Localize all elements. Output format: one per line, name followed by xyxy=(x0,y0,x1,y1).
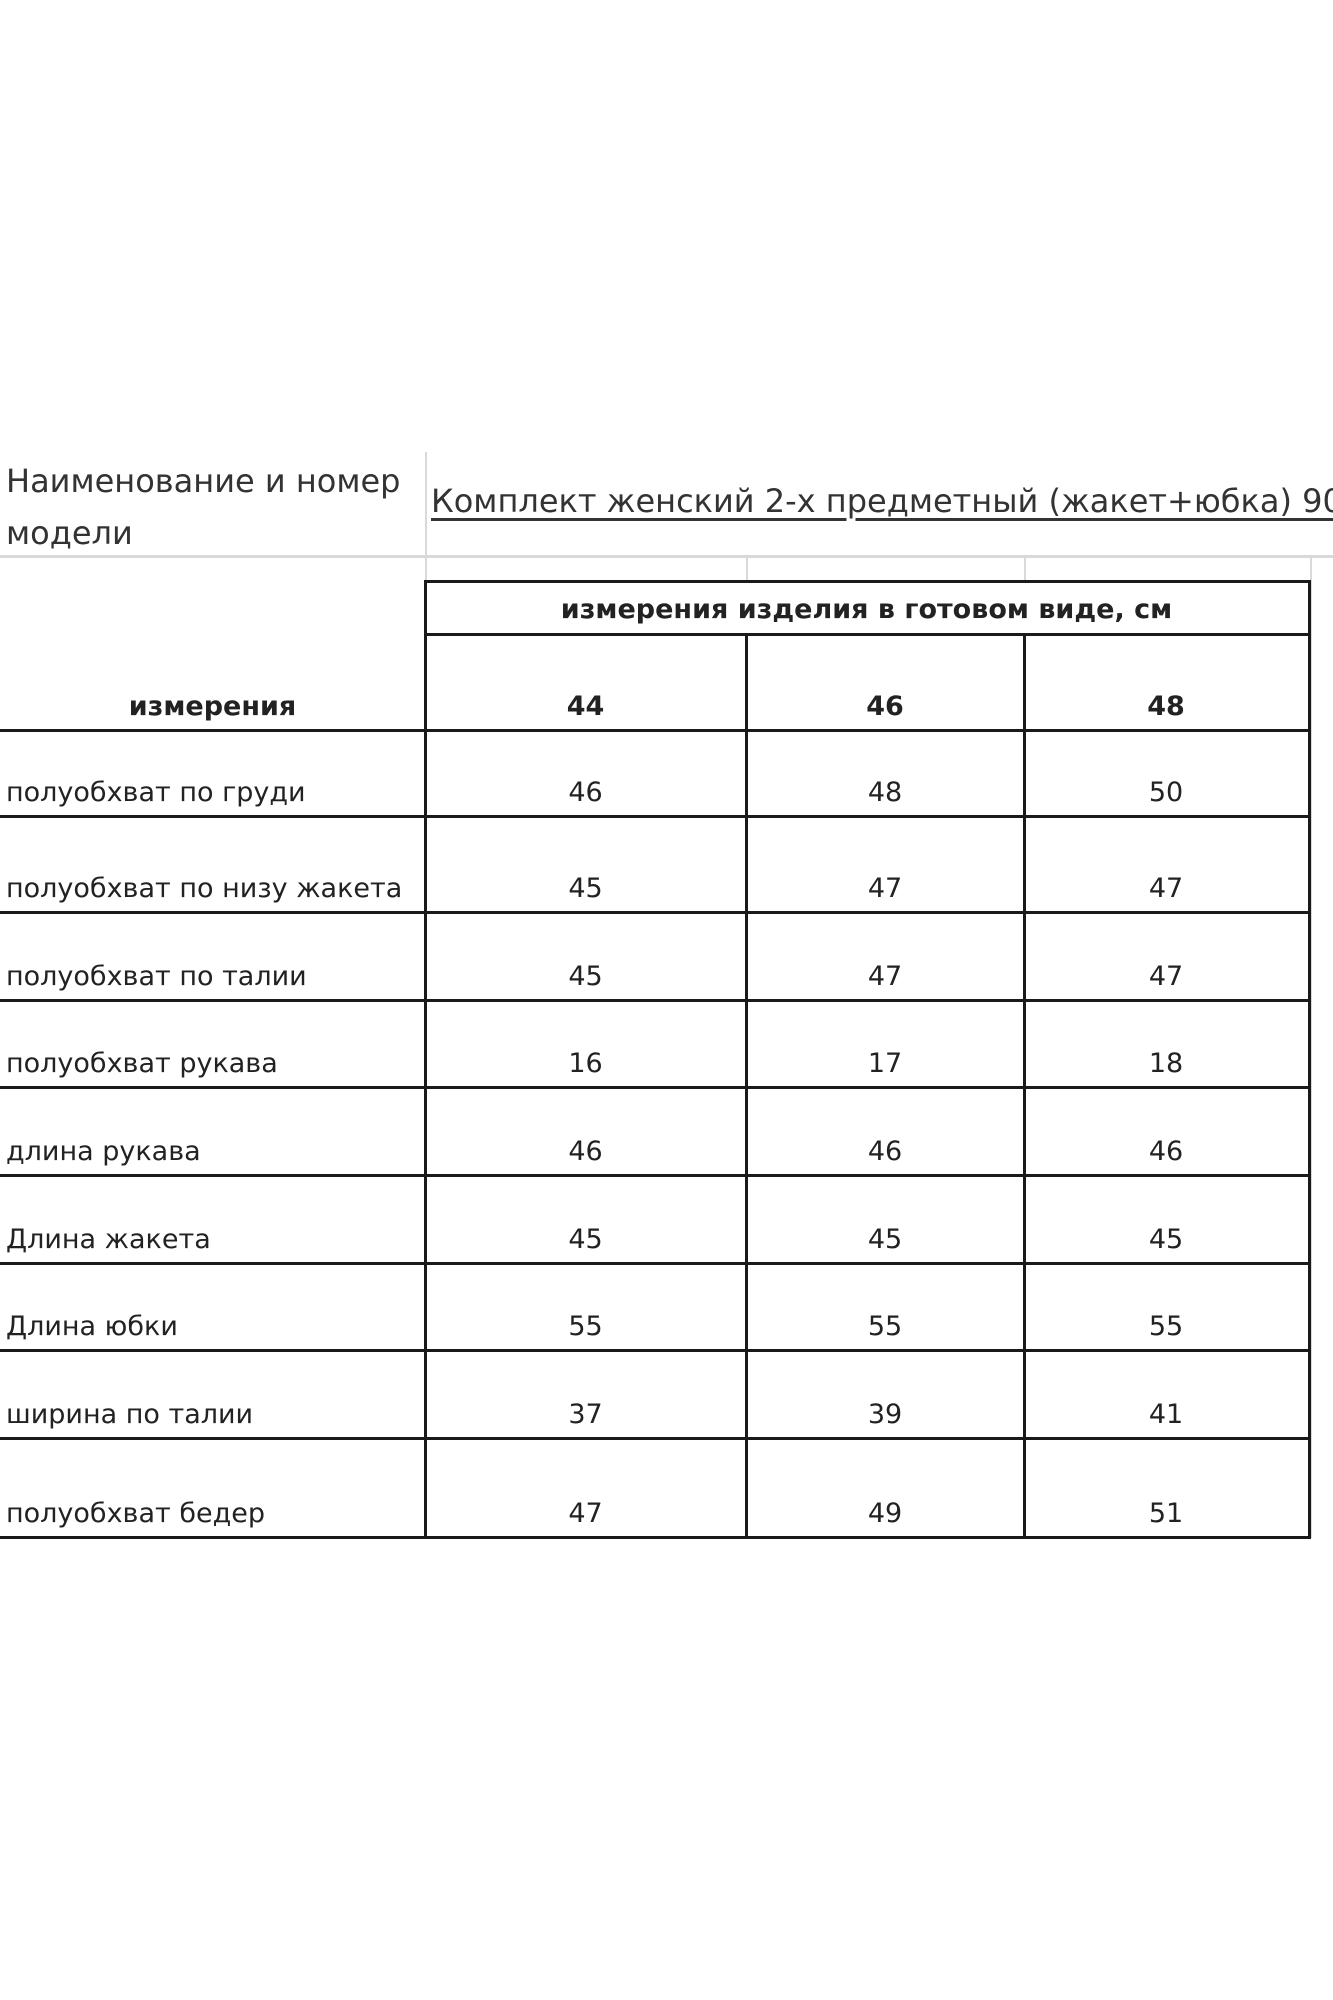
measurement-value: 46 xyxy=(568,777,603,808)
measurement-value: 17 xyxy=(867,1048,903,1079)
measurement-label: полуобхват по низу жакета xyxy=(6,873,403,904)
measurement-label: Длина юбки xyxy=(6,1311,178,1342)
row-divider xyxy=(0,1349,1311,1352)
measurement-value: 47 xyxy=(867,961,903,992)
measurement-label: Длина жакета xyxy=(6,1224,211,1255)
size-header: 44 xyxy=(566,691,605,722)
model-title-cell: Комплект женский 2-х предметный (жакет+ю… xyxy=(431,460,1333,530)
measurement-value: 47 xyxy=(568,1498,603,1529)
table-border xyxy=(425,580,1311,583)
row-divider xyxy=(0,1262,1311,1265)
grid-line xyxy=(1024,558,1026,580)
row-divider xyxy=(0,1437,1311,1440)
table-border xyxy=(1308,580,1311,1539)
col-divider xyxy=(745,633,748,1539)
measurement-value: 45 xyxy=(568,873,603,904)
measurement-value: 46 xyxy=(568,1136,603,1167)
size-header: 48 xyxy=(1147,691,1185,722)
measurement-value: 48 xyxy=(867,777,903,808)
measurement-value: 46 xyxy=(1148,1136,1184,1167)
measurement-label: длина рукава xyxy=(6,1136,201,1167)
measurement-value: 45 xyxy=(867,1224,903,1255)
measurement-value: 37 xyxy=(568,1399,603,1430)
measurement-label: полуобхват по талии xyxy=(6,961,307,992)
measurement-value: 45 xyxy=(1148,1224,1184,1255)
grid-line xyxy=(746,558,748,580)
measurement-value: 51 xyxy=(1148,1498,1184,1529)
col-divider xyxy=(424,580,427,1539)
model-title: Комплект женский 2-х предметный (жакет+ю… xyxy=(431,482,1333,520)
measurement-value: 39 xyxy=(867,1399,903,1430)
measurement-value: 46 xyxy=(867,1136,903,1167)
measurement-value: 55 xyxy=(1148,1311,1184,1342)
grid-line xyxy=(425,452,427,580)
group-header: измерения изделия в готовом виде, см xyxy=(560,594,1173,625)
row-divider xyxy=(0,815,1311,818)
measurement-value: 47 xyxy=(1148,873,1184,904)
grid-line xyxy=(0,555,1333,558)
measurement-value: 50 xyxy=(1148,777,1184,808)
size-table: измерения изделия в готовом виде, см изме… xyxy=(0,580,1311,1539)
measurement-value: 47 xyxy=(1148,961,1184,992)
measurement-value: 55 xyxy=(568,1311,603,1342)
grid-line xyxy=(1310,558,1312,1538)
row-divider xyxy=(0,1086,1311,1089)
row-divider xyxy=(0,911,1311,914)
measurement-value: 55 xyxy=(867,1311,903,1342)
measurement-value: 16 xyxy=(568,1048,603,1079)
row-divider xyxy=(0,1174,1311,1177)
row-divider xyxy=(0,1536,1311,1539)
table-border xyxy=(425,633,1311,636)
measurement-value: 45 xyxy=(568,961,603,992)
measurement-label: полуобхват бедер xyxy=(6,1498,266,1529)
measurement-value: 18 xyxy=(1148,1048,1184,1079)
measurement-value: 49 xyxy=(867,1498,903,1529)
row-divider xyxy=(0,999,1311,1002)
measure-header: измерения xyxy=(128,691,297,722)
model-name-label: Наименование и номер модели xyxy=(6,462,401,552)
measurement-label: полуобхват рукава xyxy=(6,1048,278,1079)
row-divider xyxy=(0,729,1311,732)
size-header: 46 xyxy=(866,691,904,722)
col-divider xyxy=(1023,633,1026,1539)
measurement-label: полуобхват по груди xyxy=(6,777,306,808)
measurement-label: ширина по талии xyxy=(6,1399,254,1430)
measurement-value: 47 xyxy=(867,873,903,904)
measurement-value: 41 xyxy=(1148,1399,1184,1430)
measurement-value: 45 xyxy=(568,1224,603,1255)
